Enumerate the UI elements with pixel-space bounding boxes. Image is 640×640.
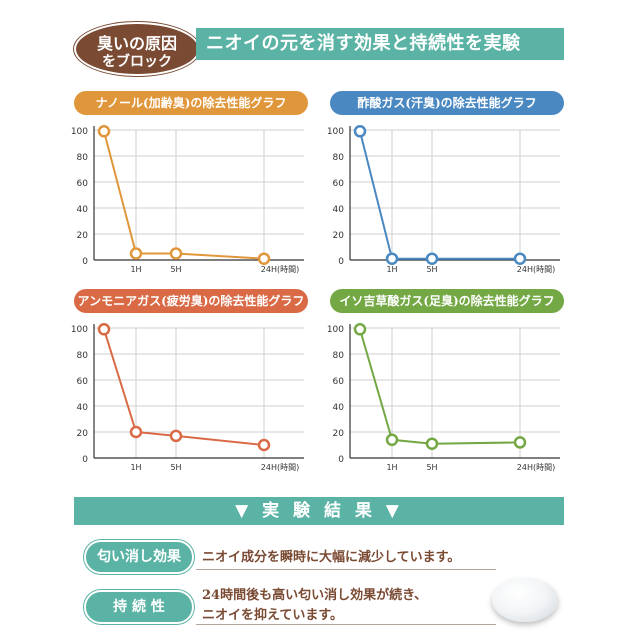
y-tick-label: 80	[333, 351, 345, 361]
chart-acetic: 0 20 40 60 80 100 1H 5H 24H(時間)	[327, 125, 560, 274]
results-title: ▼ 実 験 結 果 ▼	[74, 497, 564, 525]
page-title-banner: ニオイの元を消す効果と持続性を実験	[196, 28, 564, 60]
x-tick-label: 5H	[170, 265, 181, 274]
header: 臭いの原因 をブロック ニオイの元を消す効果と持続性を実験	[0, 0, 640, 80]
data-point	[257, 438, 271, 452]
x-tick-label: 1H	[130, 463, 141, 472]
series-line	[359, 329, 521, 445]
y-tick-label: 100	[71, 325, 88, 335]
y-tick-label: 40	[333, 403, 345, 413]
cause-badge: 臭いの原因 をブロック	[74, 22, 200, 76]
grid-lines	[350, 129, 560, 261]
y-tick-label: 80	[77, 153, 89, 163]
data-point	[169, 429, 183, 443]
y-tick-label: 0	[338, 455, 344, 465]
y-tick-label: 20	[333, 231, 345, 241]
badge-line-1: 臭いの原因	[96, 34, 177, 53]
data-point	[97, 323, 111, 336]
data-point	[353, 323, 367, 336]
x-tick-label: 24H(時間)	[261, 463, 299, 472]
series-line	[103, 131, 265, 260]
y-tick-label: 20	[333, 429, 345, 439]
y-tick-label: 100	[327, 325, 344, 335]
data-point	[257, 252, 271, 265]
y-tick-label: 0	[82, 257, 88, 267]
x-tick-label: 5H	[426, 265, 437, 274]
x-tick-label: 5H	[426, 463, 437, 472]
chart-title-isovaleric: イソ吉草酸ガス(足臭)の除去性能グラフ	[330, 289, 564, 313]
data-point	[129, 425, 143, 439]
grid-lines	[350, 327, 560, 459]
x-tick-label: 24H(時間)	[517, 463, 555, 472]
chart-title-nonenal: ナノール(加齢臭)の除去性能グラフ	[74, 91, 308, 115]
x-tick-label: 24H(時間)	[517, 265, 555, 274]
x-tick-label: 1H	[130, 265, 141, 274]
divider	[196, 624, 496, 625]
data-point	[353, 125, 367, 138]
x-tick-label: 24H(時間)	[261, 265, 299, 274]
chart-isovaleric: 0 20 40 60 80 100 1H 5H 24H(時間)	[327, 323, 560, 472]
y-tick-label: 80	[333, 153, 345, 163]
deodorize-effect-text: ニオイ成分を瞬時に大幅に減少しています。	[202, 550, 461, 565]
x-tick-label: 1H	[386, 265, 397, 274]
data-point	[385, 433, 399, 447]
y-tick-label: 60	[77, 377, 89, 387]
series-line	[103, 329, 265, 446]
y-tick-label: 100	[327, 127, 344, 137]
chart-ammonia: 0 20 40 60 80 100 1H 5H 24H(時間)	[71, 323, 304, 472]
y-tick-label: 60	[333, 377, 345, 387]
x-tick-label: 1H	[386, 463, 397, 472]
persistence-label: 持 続 性	[84, 590, 194, 624]
y-tick-label: 20	[77, 231, 89, 241]
y-tick-label: 0	[82, 455, 88, 465]
y-tick-label: 40	[333, 205, 345, 215]
y-tick-label: 0	[338, 257, 344, 267]
data-point	[385, 252, 399, 265]
y-tick-label: 60	[333, 179, 345, 189]
y-tick-label: 60	[77, 179, 89, 189]
data-point	[425, 437, 439, 450]
grid-lines	[94, 129, 304, 261]
egg-deodorizer-image	[492, 578, 558, 622]
y-tick-label: 100	[71, 127, 88, 137]
series-line	[359, 131, 520, 260]
data-point	[169, 247, 183, 260]
data-point	[513, 252, 527, 265]
y-tick-label: 40	[77, 403, 89, 413]
data-point	[513, 436, 527, 449]
badge-line-2: をブロック	[102, 54, 172, 70]
chart-title-acetic: 酢酸ガス(汗臭)の除去性能グラフ	[330, 91, 564, 115]
x-tick-label: 5H	[170, 463, 181, 472]
data-point	[97, 125, 111, 138]
data-point	[425, 252, 439, 265]
persistence-text-1: 24時間後も高い匂い消し効果が続き、	[202, 588, 428, 603]
persistence-text-2: ニオイを抑えています。	[202, 608, 344, 623]
y-tick-label: 20	[77, 429, 89, 439]
chart-title-ammonia: アンモニアガス(疲労臭)の除去性能グラフ	[74, 289, 308, 313]
y-tick-label: 80	[77, 351, 89, 361]
y-tick-label: 40	[77, 205, 89, 215]
chart-nonenal: 0 20 40 60 80 100 1H 5H 24H(時間)	[71, 125, 304, 274]
deodorize-effect-label: 匂い消し効果	[84, 540, 194, 574]
divider	[196, 569, 496, 570]
data-point	[129, 247, 143, 260]
